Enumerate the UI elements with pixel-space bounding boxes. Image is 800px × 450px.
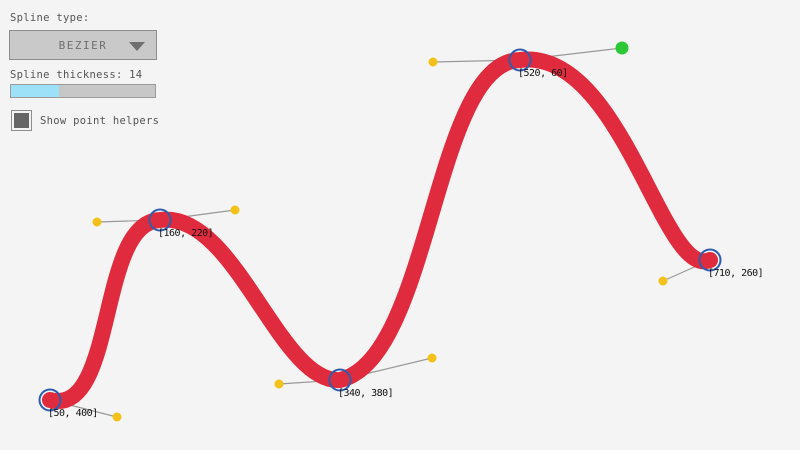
bezier-spline-path bbox=[42, 51, 718, 409]
anchor-dot bbox=[157, 217, 163, 223]
thickness-slider[interactable] bbox=[10, 84, 156, 98]
spline-thickness-label: Spline thickness: 14 bbox=[10, 69, 143, 81]
thickness-slider-fill bbox=[11, 85, 59, 97]
control-point[interactable] bbox=[658, 276, 668, 286]
control-point[interactable] bbox=[92, 217, 102, 227]
spline-type-value: BEZIER bbox=[58, 38, 108, 52]
control-point[interactable] bbox=[112, 412, 122, 422]
show-point-helpers-label: Show point helpers bbox=[40, 114, 160, 127]
spline-type-label: Spline type: bbox=[10, 12, 90, 24]
show-point-helpers-checkbox[interactable] bbox=[11, 110, 32, 131]
anchor-dot bbox=[47, 397, 53, 403]
anchor-ring[interactable] bbox=[508, 48, 532, 72]
anchor-dot bbox=[337, 377, 343, 383]
anchor-dot bbox=[707, 257, 713, 263]
show-point-helpers-row: Show point helpers bbox=[11, 110, 159, 131]
checkbox-fill bbox=[14, 113, 29, 128]
chevron-down-icon bbox=[129, 42, 145, 51]
anchor-ring[interactable] bbox=[328, 368, 352, 392]
control-point[interactable] bbox=[274, 379, 284, 389]
anchor-ring[interactable] bbox=[38, 388, 62, 412]
selected-control-point[interactable] bbox=[615, 41, 629, 55]
spline-type-dropdown[interactable]: BEZIER bbox=[9, 30, 157, 60]
control-point[interactable] bbox=[230, 205, 240, 215]
anchor-ring[interactable] bbox=[148, 208, 172, 232]
anchor-dot bbox=[517, 57, 523, 63]
control-point[interactable] bbox=[427, 353, 437, 363]
control-point[interactable] bbox=[428, 57, 438, 67]
anchor-ring[interactable] bbox=[698, 248, 722, 272]
